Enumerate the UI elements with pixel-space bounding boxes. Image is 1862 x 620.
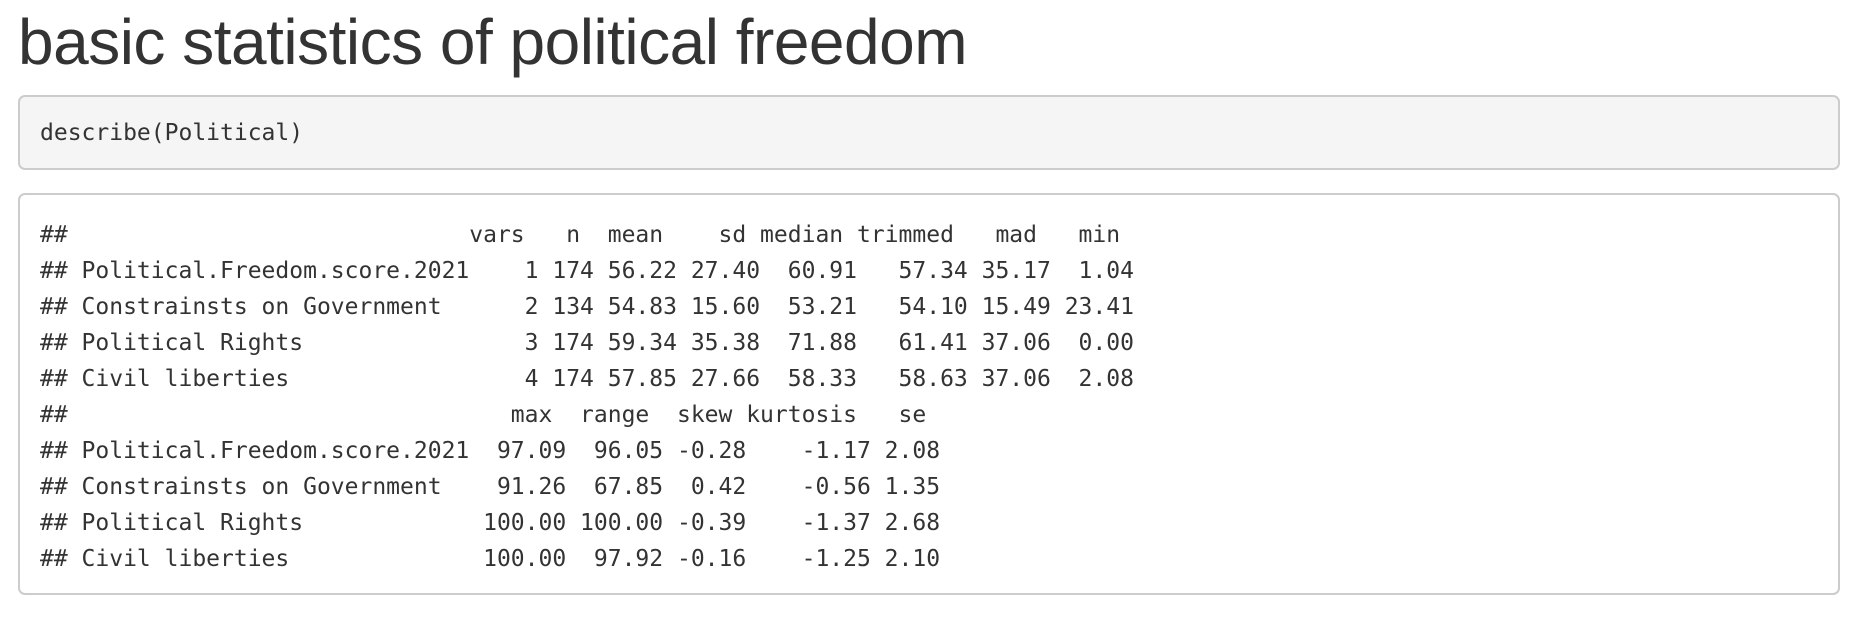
output-row-civil-liberties: ## Civil liberties 4 174 57.85 27.66 58.… bbox=[40, 366, 1134, 392]
code-input-line: describe(Political) bbox=[40, 119, 304, 146]
output-row-political-rights: ## Political Rights 3 174 59.34 35.38 71… bbox=[40, 330, 1134, 356]
output-row-constraints-on-government-2: ## Constrainsts on Government 91.26 67.8… bbox=[40, 474, 941, 500]
code-input-block: describe(Political) bbox=[18, 95, 1840, 170]
code-output-block: ## vars n mean sd median trimmed mad min… bbox=[18, 193, 1840, 595]
output-row-political-rights-2: ## Political Rights 100.00 100.00 -0.39 … bbox=[40, 510, 941, 536]
output-row-political-freedom-score-2: ## Political.Freedom.score.2021 97.09 96… bbox=[40, 438, 941, 464]
output-row-civil-liberties-2: ## Civil liberties 100.00 97.92 -0.16 -1… bbox=[40, 546, 941, 572]
page-title: basic statistics of political freedom bbox=[18, 6, 968, 78]
output-row-political-freedom-score: ## Political.Freedom.score.2021 1 174 56… bbox=[40, 258, 1134, 284]
output-header-line-2: ## max range skew kurtosis se bbox=[40, 402, 927, 428]
code-output-text: ## vars n mean sd median trimmed mad min… bbox=[40, 217, 1838, 577]
output-header-line: ## vars n mean sd median trimmed mad min bbox=[40, 222, 1121, 248]
output-row-constraints-on-government: ## Constrainsts on Government 2 134 54.8… bbox=[40, 294, 1134, 320]
